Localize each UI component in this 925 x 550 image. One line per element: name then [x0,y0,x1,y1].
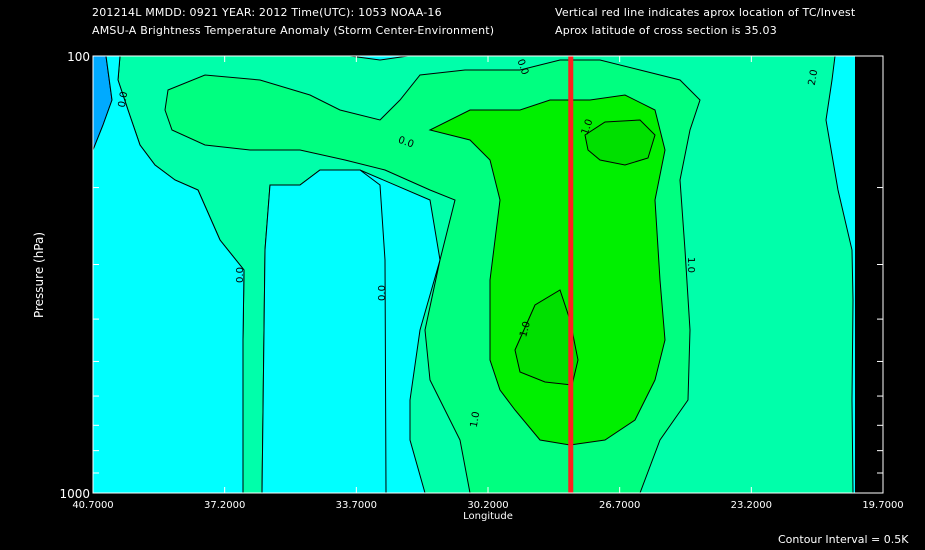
contour-label: 2.0 [807,69,821,87]
plot-area: 0.0 0.0 0.0 0.0 0.0 1.0 1.0 1.0 1.0 2.0 [92,55,883,494]
x-tick-label: 33.7000 [336,500,377,511]
contour-fill-0-left [92,55,245,494]
y-tick-label: 1000 [59,487,90,501]
contour-fill-0-center [261,169,387,494]
header-line2-left: AMSU-A Brightness Temperature Anomaly (S… [92,24,495,37]
contour-label-layer: 0.0 0.0 0.0 0.0 0.0 1.0 1.0 1.0 1.0 2.0 [117,58,821,429]
header-line1-left: 201214L MMDD: 0921 YEAR: 2012 Time(UTC):… [92,6,442,19]
y-tick-labels: 100 1000 [59,50,90,501]
contour-label: 0.0 [377,285,388,301]
y-tick-label: 100 [67,50,90,64]
x-ticks [92,56,884,493]
x-tick-label: 23.2000 [731,500,772,511]
x-tick-labels: 40.7000 37.2000 33.7000 30.2000 26.7000 23.20… [72,500,903,511]
contour-label: 1.0 [518,320,533,338]
contour-fill-20-upper [584,119,656,166]
contour-fill-20-lower [514,289,579,386]
contour-label: 0.0 [397,135,416,151]
contour-label: 1.0 [580,118,596,137]
header-line1-right: Vertical red line indicates aprox locati… [555,6,856,19]
x-tick-label: 30.2000 [467,500,508,511]
cyan-panel-right [855,56,883,493]
contour-label: 0.0 [514,58,530,77]
contour-interval-note: Contour Interval = 0.5K [778,533,909,546]
x-tick-label: 26.7000 [599,500,640,511]
x-tick-label: 40.7000 [72,500,113,511]
contour-label: 1.0 [685,257,696,273]
x-axis-label: Longitude [463,511,513,522]
x-tick-label: 19.7000 [862,500,903,511]
y-ticks [93,187,883,474]
contour-label: 1.0 [469,411,483,429]
header-line2-right: Aprox latitude of cross section is 35.03 [555,24,777,37]
contour-label: 0.0 [235,267,246,283]
x-tick-label: 37.2000 [204,500,245,511]
contour-label: 0.0 [117,91,131,109]
contour-fill-15 [428,94,666,446]
y-axis-label: Pressure (hPa) [32,232,46,318]
